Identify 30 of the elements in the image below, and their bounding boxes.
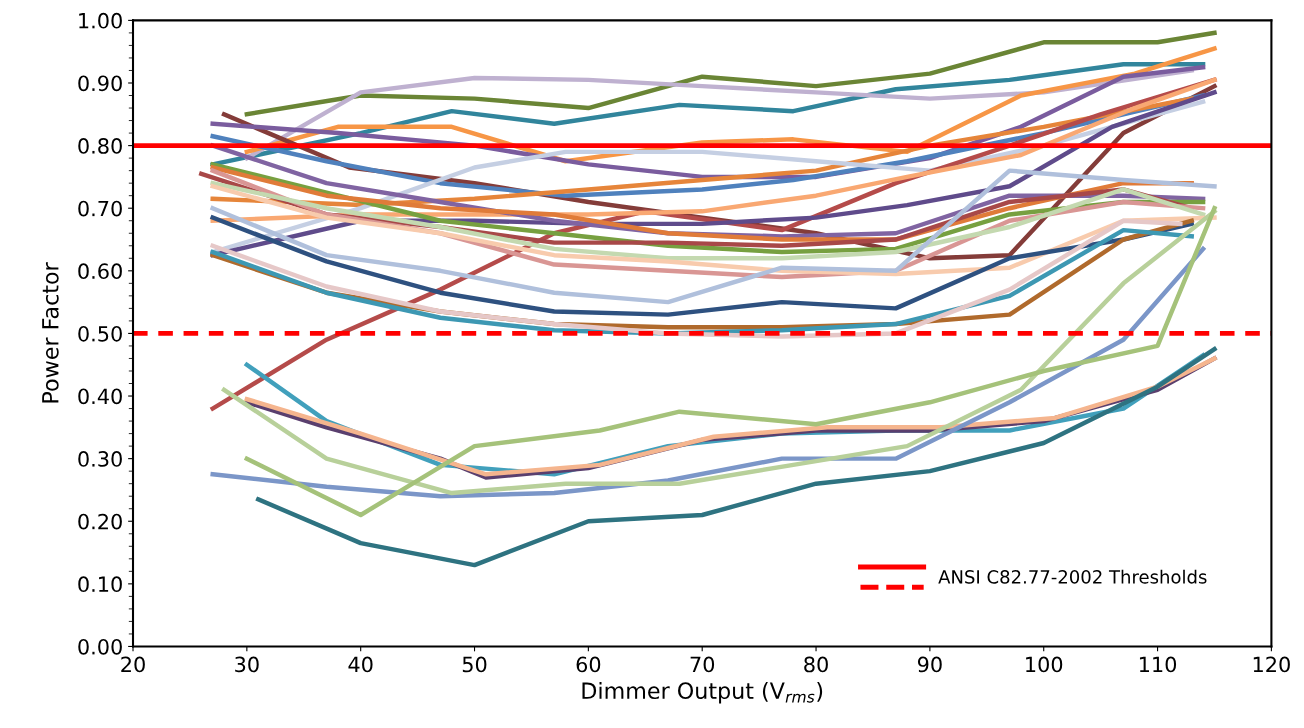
y-tick-label: 0.60 bbox=[78, 263, 122, 280]
line-series bbox=[210, 180, 1206, 261]
x-tick-label: 80 bbox=[804, 656, 828, 673]
x-tick-label: 20 bbox=[121, 656, 145, 673]
y-tick-label: 0.10 bbox=[78, 576, 122, 593]
y-tick-label: 0.40 bbox=[78, 388, 122, 405]
y-tick-label: 0.00 bbox=[78, 638, 122, 655]
y-tick-label: 1.00 bbox=[79, 12, 122, 29]
line-series bbox=[256, 346, 1217, 568]
x-tick-label: 110 bbox=[1139, 656, 1177, 673]
y-tick-label: 0.20 bbox=[78, 513, 122, 530]
y-tick-label: 0.70 bbox=[78, 200, 122, 217]
x-tick-label: 40 bbox=[348, 656, 373, 673]
y-tick-label: 0.90 bbox=[78, 75, 122, 92]
x-tick-label: 100 bbox=[1026, 656, 1063, 673]
line-series bbox=[210, 184, 1217, 277]
y-tick-label: 0.30 bbox=[78, 451, 122, 467]
y-axis-title: Power Factor bbox=[42, 262, 59, 403]
x-tick-label: 70 bbox=[690, 656, 715, 673]
x-tick-label: 60 bbox=[576, 656, 601, 673]
x-tick-label: 30 bbox=[235, 656, 259, 673]
x-tick-label: 90 bbox=[917, 656, 942, 673]
y-tick-label: 0.80 bbox=[78, 138, 122, 154]
x-tick-label: 50 bbox=[462, 656, 487, 673]
line-series bbox=[210, 168, 1217, 305]
x-axis-title: Dimmer Output (V$_{rms}$) bbox=[582, 681, 823, 704]
y-tick-label: 0.50 bbox=[78, 325, 122, 342]
x-tick-label: 120 bbox=[1253, 656, 1290, 673]
line-series bbox=[244, 30, 1217, 117]
legend-label: ANSI C82.77-2002 Thresholds bbox=[938, 569, 1207, 584]
